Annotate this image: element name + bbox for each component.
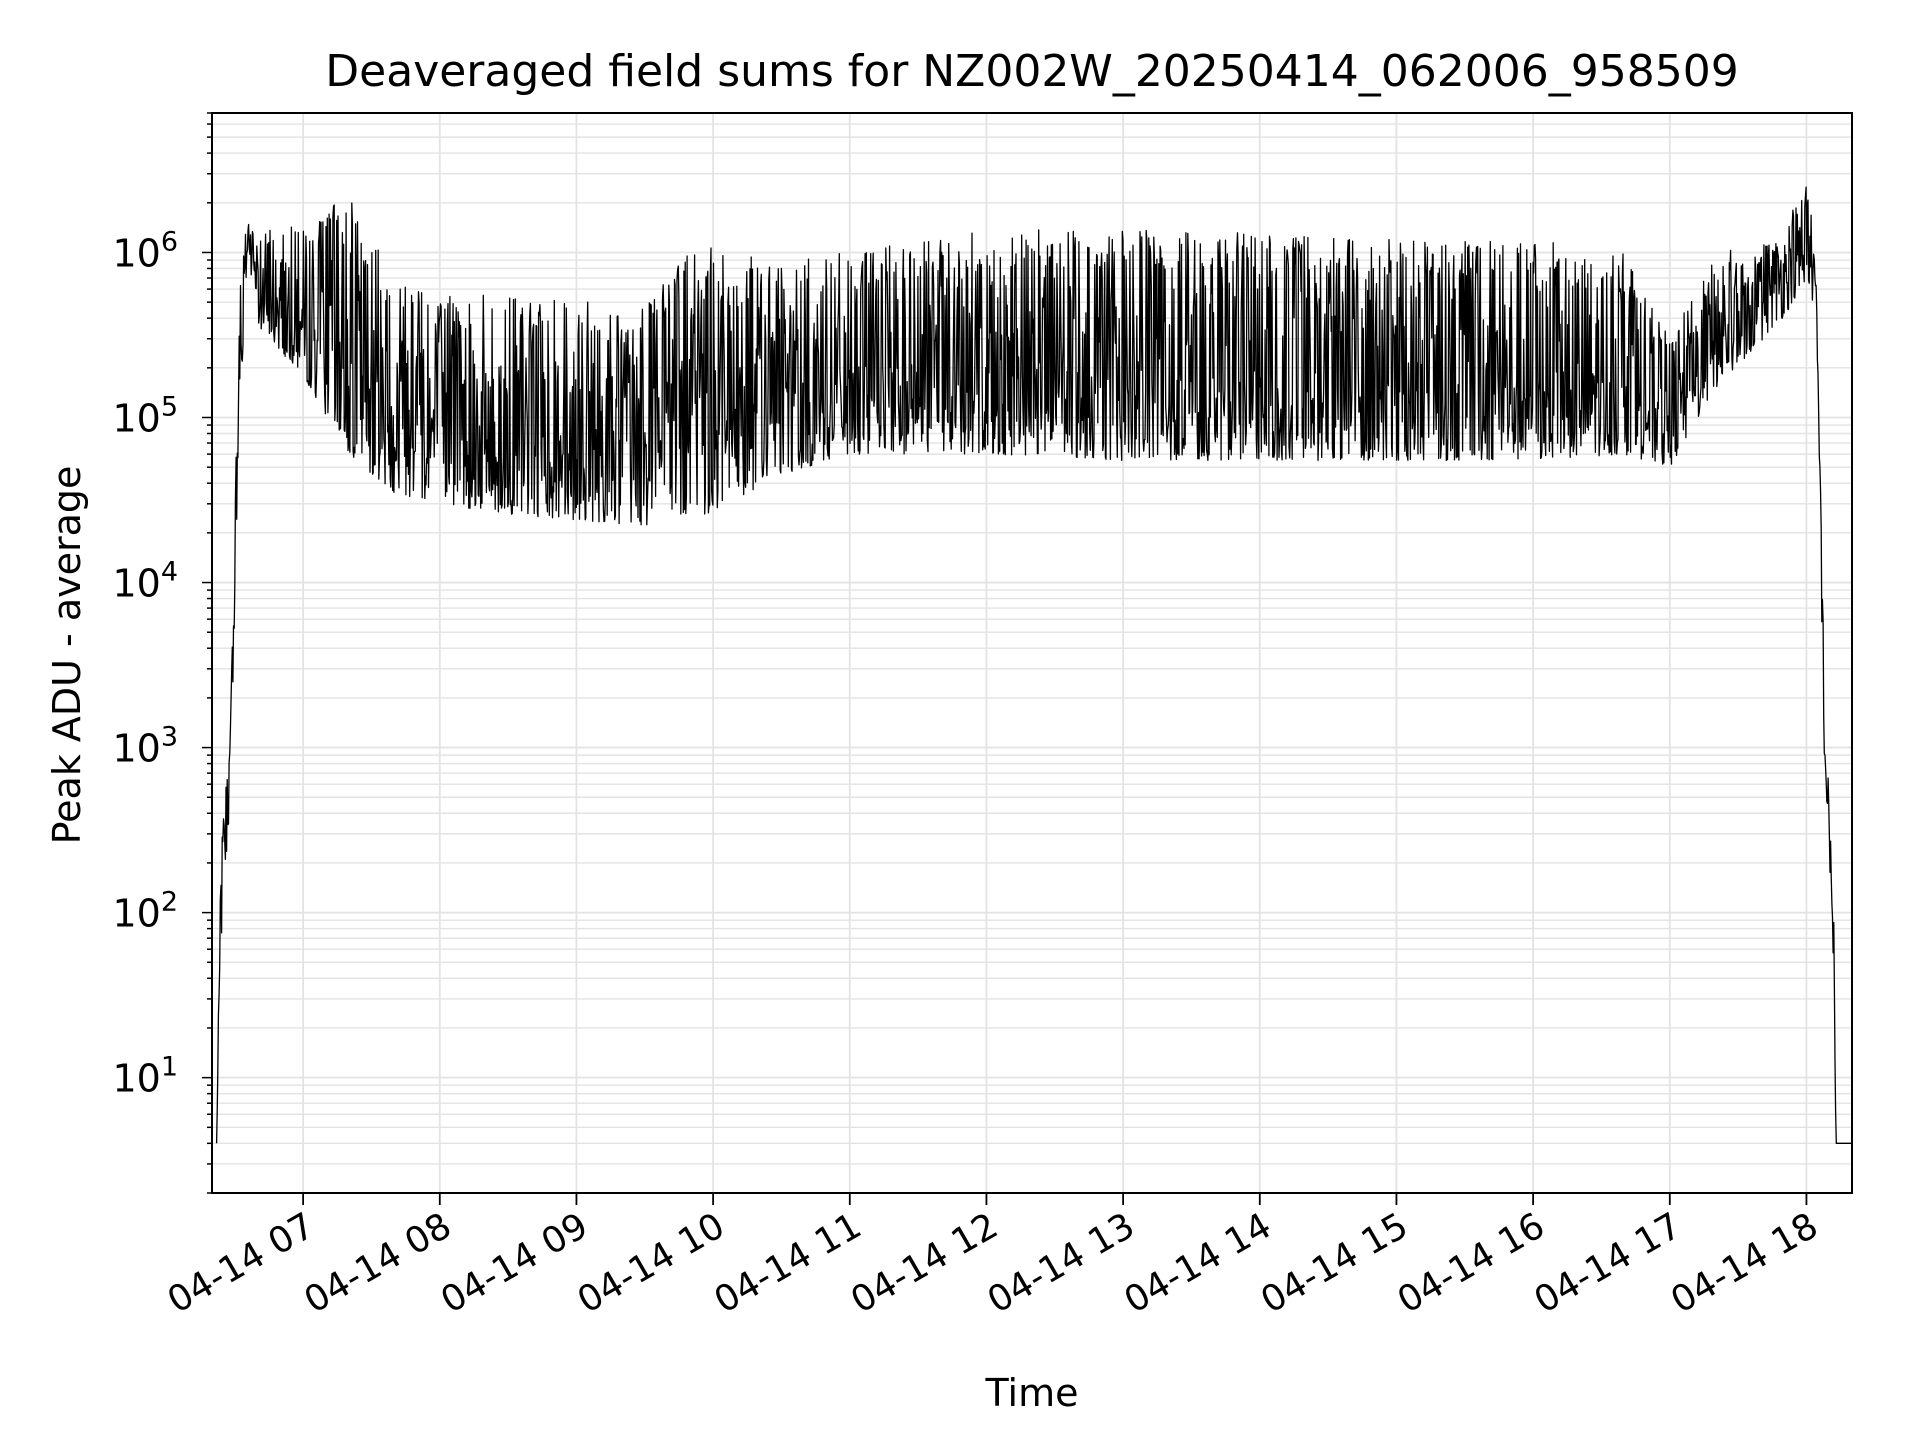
series-line xyxy=(215,186,1853,1144)
series xyxy=(215,186,1853,1144)
chart-title: Deaveraged field sums for NZ002W_2025041… xyxy=(325,46,1738,97)
grid xyxy=(212,112,1852,1194)
plot-frame xyxy=(211,112,1853,1194)
y-tick-label: 106 xyxy=(112,226,178,275)
y-tick-label: 105 xyxy=(112,392,178,441)
y-tick-label: 104 xyxy=(112,557,178,606)
x-axis-label: Time xyxy=(985,1371,1079,1415)
y-tick-label: 101 xyxy=(112,1052,178,1101)
y-axis-label: Peak ADU - average xyxy=(45,466,89,845)
y-tick-label: 102 xyxy=(112,887,178,936)
y-tick-label: 103 xyxy=(112,722,178,771)
